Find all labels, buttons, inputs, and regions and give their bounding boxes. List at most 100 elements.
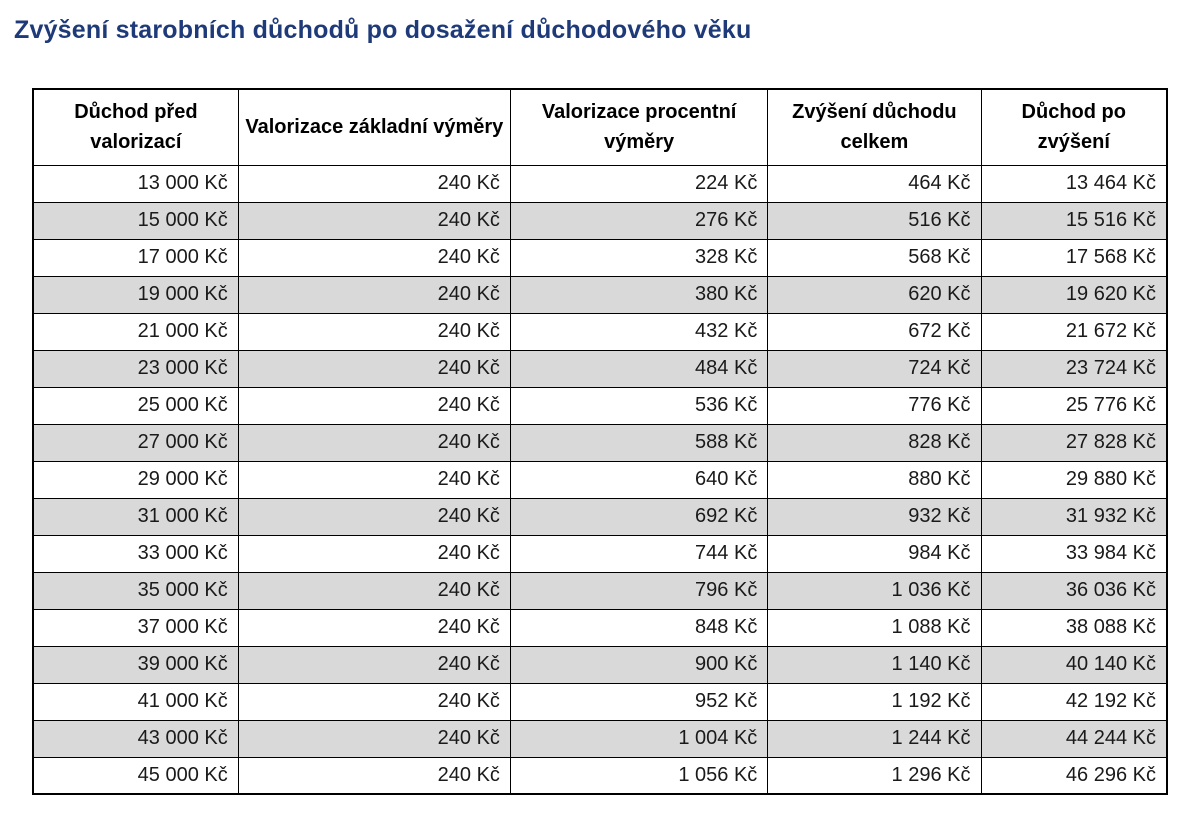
pension-valorization-table: Důchod před valorizací Valorizace základ… (32, 88, 1168, 795)
column-header-percent-valorization: Valorizace procentní výměry (509, 88, 769, 166)
table-cell: 848 Kč (509, 608, 769, 647)
table-cell: 484 Kč (509, 349, 769, 388)
table-cell: 692 Kč (509, 497, 769, 536)
table-row: 31 000 Kč 240 Kč 692 Kč 932 Kč 31 932 Kč (32, 497, 1168, 536)
table-cell: 17 568 Kč (980, 238, 1168, 277)
table-row: 39 000 Kč 240 Kč 900 Kč 1 140 Kč 40 140 Kč (32, 645, 1168, 684)
table-cell: 620 Kč (767, 275, 982, 314)
table-cell: 17 000 Kč (32, 238, 239, 277)
table-cell: 568 Kč (767, 238, 982, 277)
table-row: 25 000 Kč 240 Kč 536 Kč 776 Kč 25 776 Kč (32, 386, 1168, 425)
column-header-pension-before: Důchod před valorizací (32, 88, 239, 166)
table-cell: 21 000 Kč (32, 312, 239, 351)
table-cell: 240 Kč (237, 164, 511, 203)
table-cell: 588 Kč (509, 423, 769, 462)
table-row: 27 000 Kč 240 Kč 588 Kč 828 Kč 27 828 Kč (32, 423, 1168, 462)
table-cell: 776 Kč (767, 386, 982, 425)
table-cell: 464 Kč (767, 164, 982, 203)
table-row: 15 000 Kč 240 Kč 276 Kč 516 Kč 15 516 Kč (32, 201, 1168, 240)
table-cell: 1 296 Kč (767, 756, 982, 795)
table-cell: 36 036 Kč (980, 571, 1168, 610)
table-cell: 23 724 Kč (980, 349, 1168, 388)
column-header-pension-after: Důchod po zvýšení (980, 88, 1168, 166)
table-cell: 1 244 Kč (767, 719, 982, 758)
table-cell: 25 000 Kč (32, 386, 239, 425)
table-body: 13 000 Kč 240 Kč 224 Kč 464 Kč 13 464 Kč 15 0… (32, 164, 1168, 795)
table-cell: 240 Kč (237, 497, 511, 536)
table-row: 13 000 Kč 240 Kč 224 Kč 464 Kč 13 464 Kč (32, 164, 1168, 203)
table-cell: 33 000 Kč (32, 534, 239, 573)
table-cell: 35 000 Kč (32, 571, 239, 610)
table-cell: 15 000 Kč (32, 201, 239, 240)
table-row: 19 000 Kč 240 Kč 380 Kč 620 Kč 19 620 Kč (32, 275, 1168, 314)
table-cell: 724 Kč (767, 349, 982, 388)
table-cell: 19 000 Kč (32, 275, 239, 314)
table-cell: 42 192 Kč (980, 682, 1168, 721)
table-cell: 240 Kč (237, 608, 511, 647)
table-row: 29 000 Kč 240 Kč 640 Kč 880 Kč 29 880 Kč (32, 460, 1168, 499)
table-cell: 1 088 Kč (767, 608, 982, 647)
table-cell: 27 828 Kč (980, 423, 1168, 462)
table-cell: 984 Kč (767, 534, 982, 573)
table-row: 41 000 Kč 240 Kč 952 Kč 1 192 Kč 42 192 Kč (32, 682, 1168, 721)
table-cell: 516 Kč (767, 201, 982, 240)
table-cell: 44 244 Kč (980, 719, 1168, 758)
column-header-total-increase: Zvýšení důchodu celkem (767, 88, 982, 166)
table-cell: 744 Kč (509, 534, 769, 573)
table-row: 33 000 Kč 240 Kč 744 Kč 984 Kč 33 984 Kč (32, 534, 1168, 573)
table-cell: 1 036 Kč (767, 571, 982, 610)
table-row: 17 000 Kč 240 Kč 328 Kč 568 Kč 17 568 Kč (32, 238, 1168, 277)
table-cell: 45 000 Kč (32, 756, 239, 795)
table-cell: 672 Kč (767, 312, 982, 351)
table-cell: 224 Kč (509, 164, 769, 203)
table-cell: 29 000 Kč (32, 460, 239, 499)
table-cell: 796 Kč (509, 571, 769, 610)
table-cell: 1 192 Kč (767, 682, 982, 721)
table-cell: 43 000 Kč (32, 719, 239, 758)
table-row: 21 000 Kč 240 Kč 432 Kč 672 Kč 21 672 Kč (32, 312, 1168, 351)
table-cell: 240 Kč (237, 423, 511, 462)
table-cell: 29 880 Kč (980, 460, 1168, 499)
table-cell: 276 Kč (509, 201, 769, 240)
table-cell: 41 000 Kč (32, 682, 239, 721)
table-row: 23 000 Kč 240 Kč 484 Kč 724 Kč 23 724 Kč (32, 349, 1168, 388)
table-cell: 240 Kč (237, 312, 511, 351)
table-cell: 380 Kč (509, 275, 769, 314)
table-cell: 1 004 Kč (509, 719, 769, 758)
table-row: 37 000 Kč 240 Kč 848 Kč 1 088 Kč 38 088 Kč (32, 608, 1168, 647)
table-row: 43 000 Kč 240 Kč 1 004 Kč 1 244 Kč 44 244 Kč (32, 719, 1168, 758)
table-cell: 240 Kč (237, 682, 511, 721)
table-cell: 13 464 Kč (980, 164, 1168, 203)
table-cell: 900 Kč (509, 645, 769, 684)
table-cell: 33 984 Kč (980, 534, 1168, 573)
table-cell: 240 Kč (237, 349, 511, 388)
table-cell: 240 Kč (237, 201, 511, 240)
table-cell: 432 Kč (509, 312, 769, 351)
page-title: Zvýšení starobních důchodů po dosažení d… (14, 16, 752, 44)
table-cell: 328 Kč (509, 238, 769, 277)
table-header-row: Důchod před valorizací Valorizace základ… (32, 88, 1168, 166)
table-cell: 1 056 Kč (509, 756, 769, 795)
table-cell: 240 Kč (237, 460, 511, 499)
table-cell: 40 140 Kč (980, 645, 1168, 684)
table-cell: 932 Kč (767, 497, 982, 536)
table-cell: 240 Kč (237, 719, 511, 758)
table-row: 45 000 Kč 240 Kč 1 056 Kč 1 296 Kč 46 296 Kč (32, 756, 1168, 795)
table-cell: 21 672 Kč (980, 312, 1168, 351)
table-cell: 240 Kč (237, 275, 511, 314)
table-cell: 828 Kč (767, 423, 982, 462)
table-cell: 240 Kč (237, 534, 511, 573)
table-cell: 19 620 Kč (980, 275, 1168, 314)
table-cell: 240 Kč (237, 571, 511, 610)
table-cell: 39 000 Kč (32, 645, 239, 684)
table-cell: 240 Kč (237, 756, 511, 795)
table-cell: 23 000 Kč (32, 349, 239, 388)
table-cell: 38 088 Kč (980, 608, 1168, 647)
table-cell: 240 Kč (237, 238, 511, 277)
table-cell: 31 932 Kč (980, 497, 1168, 536)
table-row: 35 000 Kč 240 Kč 796 Kč 1 036 Kč 36 036 Kč (32, 571, 1168, 610)
table-cell: 27 000 Kč (32, 423, 239, 462)
table-cell: 640 Kč (509, 460, 769, 499)
table-cell: 1 140 Kč (767, 645, 982, 684)
